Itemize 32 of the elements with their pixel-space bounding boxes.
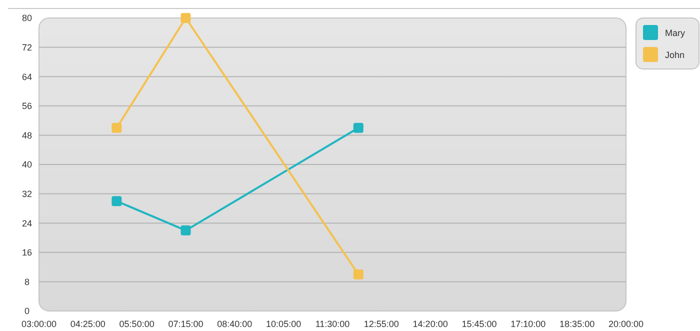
- x-tick-label: 07:15:00: [168, 319, 204, 329]
- y-tick-label: 16: [22, 248, 32, 258]
- y-tick-label: 8: [24, 276, 30, 287]
- point: [112, 196, 122, 206]
- y-tick-label: 72: [22, 42, 32, 52]
- point: [180, 225, 191, 236]
- point: [180, 13, 191, 23]
- y-tick-label: 40: [22, 160, 32, 170]
- x-tick-label: 18:35:00: [560, 319, 595, 329]
- x-tick-label: 03:00:00: [21, 319, 57, 329]
- x-tick-label: 11:30:00: [315, 319, 350, 329]
- point: [353, 122, 364, 133]
- y-tick-label: 64: [22, 72, 32, 82]
- x-tick-label: 17:10:00: [510, 319, 546, 329]
- y-tick-label: 48: [22, 130, 32, 140]
- legend-label: John: [665, 50, 685, 60]
- x-tick-label: 12:55:00: [364, 319, 399, 329]
- y-tick-label: 0: [24, 306, 30, 316]
- x-tick-label: 04:25:00: [70, 319, 106, 329]
- x-tick-label: 10:05:00: [266, 319, 302, 329]
- x-tick-label: 05:50:00: [119, 319, 154, 329]
- legend-label: Mary: [665, 28, 686, 38]
- point: [112, 122, 122, 133]
- y-tick-label: 24: [22, 218, 32, 228]
- x-tick-label: 14:20:00: [412, 319, 448, 329]
- y-tick-label: 32: [22, 188, 32, 199]
- point: [353, 269, 364, 280]
- y-tick-label: 80: [22, 13, 32, 24]
- x-tick-label: 20:00:00: [608, 319, 644, 329]
- x-tick-label: 08:40:00: [217, 319, 252, 329]
- y-tick-label: 56: [22, 101, 32, 112]
- x-tick-label: 15:45:00: [462, 319, 497, 329]
